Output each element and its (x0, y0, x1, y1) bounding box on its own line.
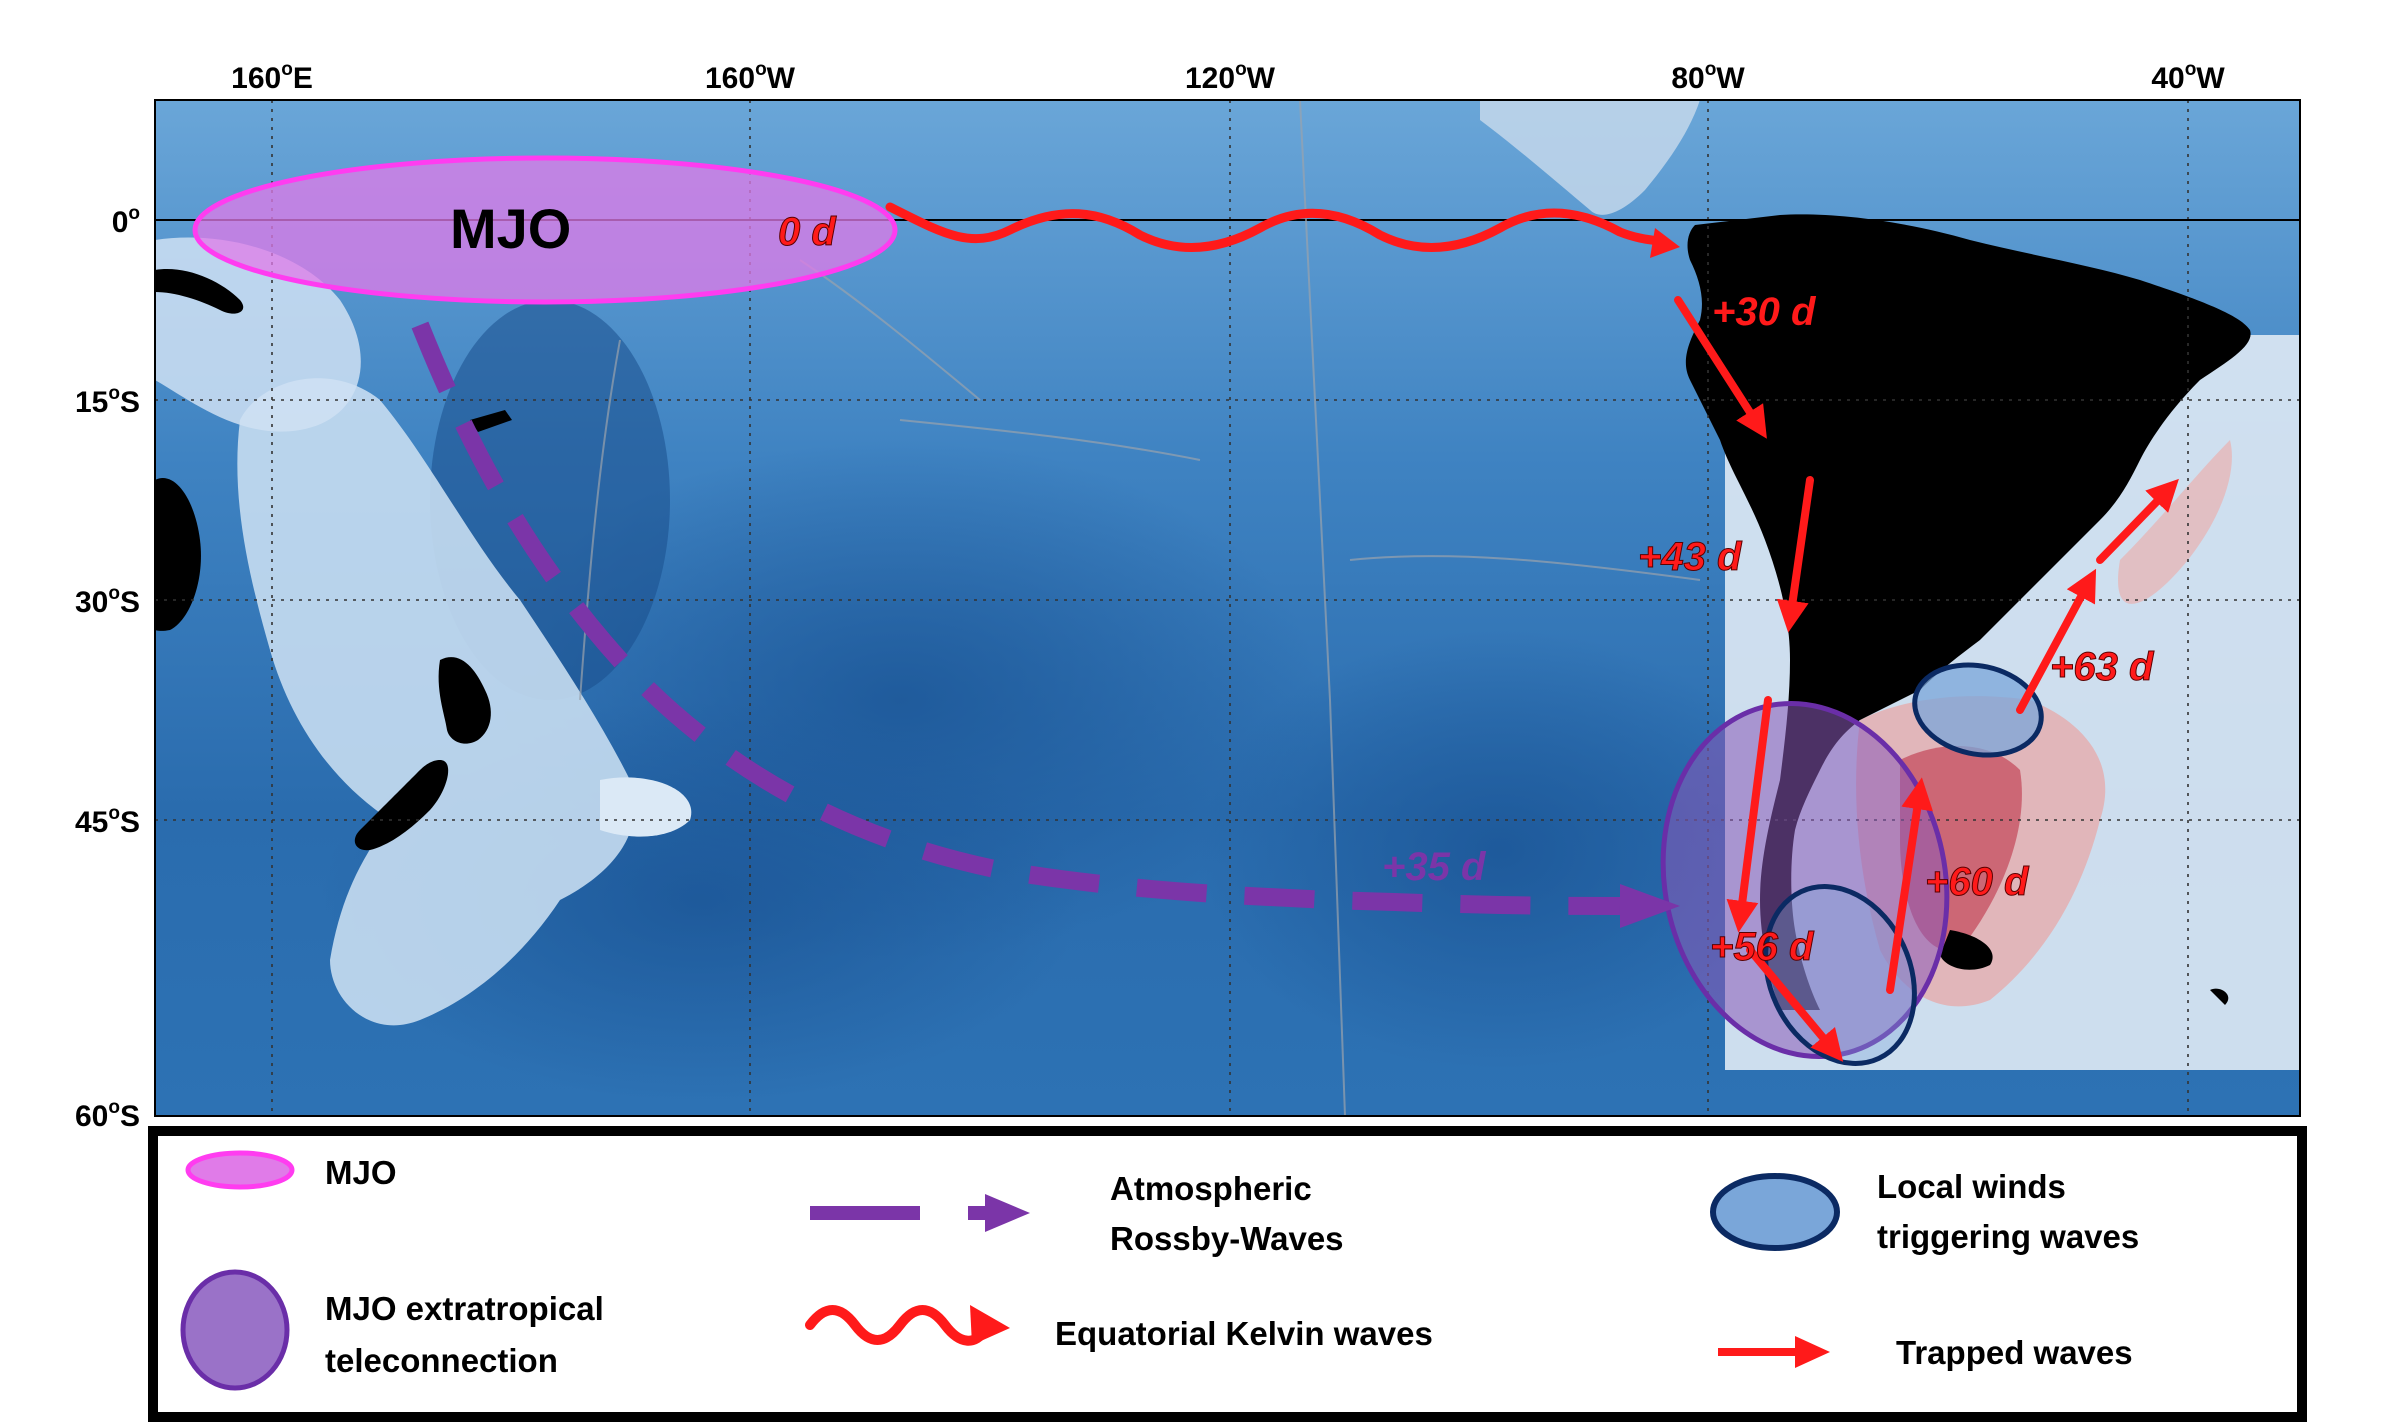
y-tick-0: 0o (112, 203, 140, 239)
x-tick-80w: 80oW (1671, 59, 1745, 95)
legend-local-winds-label-line1: Local winds (1877, 1168, 2066, 1205)
trapped-wave-arrows (1674, 296, 2179, 1062)
trapped-wave-arrow-4 (1746, 946, 1844, 1062)
legend-trapped-label: Trapped waves (1896, 1334, 2133, 1371)
legend-kelvin-wave (805, 1305, 990, 1346)
label-day-60: +60 d (1925, 860, 2030, 904)
legend-local-winds-label-line2: triggering waves (1877, 1218, 2139, 1255)
local-winds-ellipse-north (1912, 662, 2044, 758)
map-panel: MJO 0 d +30 d +43 d +35 d +56 d +60 d +6… (154, 99, 2301, 1117)
zealandia-shelf (237, 378, 635, 1026)
y-tick-60s: 60oS (75, 1097, 140, 1133)
label-day-63: +63 d (2050, 645, 2155, 689)
rossby-wave-arrowhead (1620, 884, 1680, 928)
chatham-rise (600, 777, 692, 837)
legend-rossby-label-line2: Rossby-Waves (1110, 1220, 1344, 1257)
australia-landmass (155, 478, 201, 631)
legend-trapped-arrowhead (1795, 1336, 1830, 1368)
x-tick-40w: 40oW (2151, 59, 2225, 95)
label-day-30: +30 d (1712, 290, 1817, 334)
legend-kelvin-label: Equatorial Kelvin waves (1055, 1315, 1433, 1352)
legend-rossby-arrowhead (985, 1194, 1030, 1232)
label-day-0: 0 d (778, 210, 837, 254)
label-day-43: +43 d (1638, 535, 1743, 579)
legend: MJO MJO extratropical teleconnection Atm… (148, 1126, 2307, 1422)
map-frame (154, 99, 2301, 1117)
brazil-shelf-anomaly (2118, 440, 2232, 604)
mjo-label: MJO (450, 197, 571, 260)
trapped-wave-arrow-7 (2096, 478, 2179, 564)
x-tick-160w: 160oW (705, 59, 796, 95)
label-day-35: +35 d (1382, 845, 1487, 889)
legend-local-winds-swatch (1710, 1173, 1840, 1251)
legend-teleconnection-swatch (180, 1269, 290, 1391)
y-tick-15s: 15oS (75, 383, 140, 419)
x-tick-160e: 160oE (231, 59, 313, 95)
deep-ocean-patch (1200, 630, 1800, 1070)
legend-teleconnection-label-line1: MJO extratropical (325, 1290, 604, 1327)
y-axis-labels: 0o 15oS 30oS 45oS 60oS (75, 203, 140, 1133)
trapped-wave-arrow-1 (1674, 296, 1767, 439)
new-zealand-north-island (438, 657, 491, 744)
legend-mjo-label: MJO (325, 1154, 397, 1191)
south-georgia-landmass (2210, 988, 2229, 1005)
south-america-landmass (1685, 214, 2251, 1011)
bathymetry-contours (579, 99, 1701, 1117)
rossby-wave-path (411, 321, 1621, 915)
mjo-ellipse (192, 155, 898, 305)
y-tick-45s: 45oS (75, 803, 140, 839)
falklands-landmass (1940, 930, 1993, 970)
legend-kelvin-arrowhead (970, 1305, 1010, 1345)
trapped-wave-arrow-3 (1726, 696, 1772, 933)
new-guinea-landmass (155, 269, 244, 314)
kelvin-wave-path (885, 202, 1670, 253)
trapped-wave-arrow-6 (2016, 568, 2097, 714)
y-tick-30s: 30oS (75, 583, 140, 619)
kelvin-wave-arrowhead (1650, 228, 1680, 258)
trapped-wave-arrow-5 (1886, 777, 1933, 994)
x-tick-120w: 120oW (1185, 59, 1276, 95)
x-axis-labels: 160oE 160oW 120oW 80oW 40oW (231, 59, 2225, 95)
legend-rossby-label-line1: Atmospheric (1110, 1170, 1312, 1207)
new-zealand-south-island (354, 760, 449, 851)
legend-mjo-swatch (185, 1150, 295, 1190)
central-america-shelf (1480, 100, 1700, 215)
new-caledonia-landmass (470, 410, 512, 432)
trapped-wave-arrow-2 (1776, 476, 1814, 633)
legend-teleconnection-label-line2: teleconnection (325, 1342, 558, 1379)
legend-box (148, 1126, 2307, 1422)
label-day-56: +56 d (1710, 925, 1815, 969)
